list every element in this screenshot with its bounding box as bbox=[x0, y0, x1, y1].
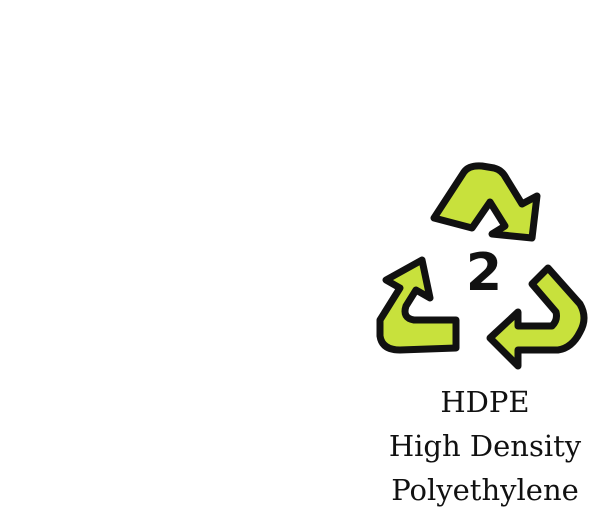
top-arrow bbox=[430, 162, 541, 242]
resin-code: 2 bbox=[466, 243, 502, 303]
recycling-symbol: 2 bbox=[372, 160, 592, 375]
left-arrow bbox=[376, 256, 460, 354]
recycling-triangle-icon: 2 bbox=[376, 162, 588, 370]
plastic-type-label: HDPE High Density Polyethylene bbox=[380, 380, 590, 512]
full-name-line-2: Polyethylene bbox=[391, 473, 579, 507]
full-name-line-1: High Density bbox=[388, 429, 582, 463]
chasing-arrows bbox=[376, 162, 588, 370]
right-arrow bbox=[486, 264, 588, 370]
abbreviation-text: HDPE bbox=[440, 385, 530, 419]
